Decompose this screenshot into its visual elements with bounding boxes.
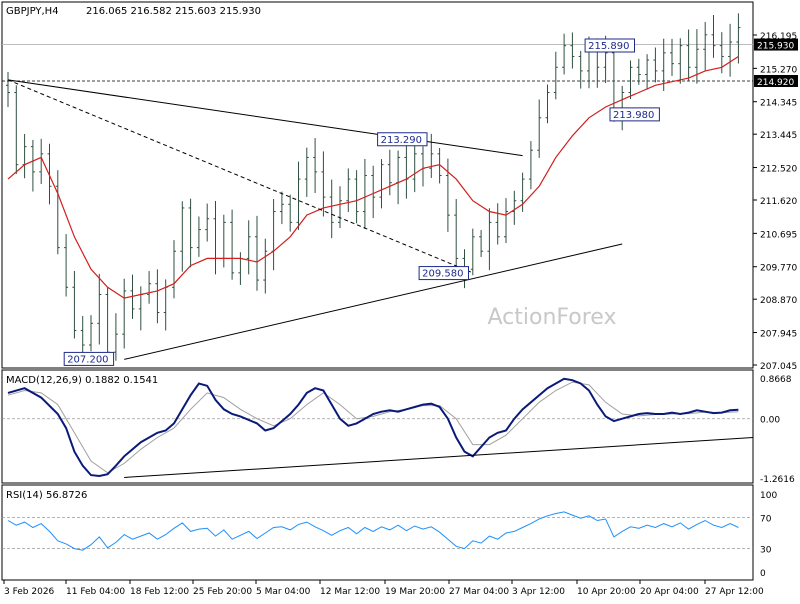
- price-tick-label: 215.270: [760, 65, 797, 75]
- macd-panel-frame: [1, 369, 754, 484]
- annotation-box: [609, 107, 660, 122]
- rsi-label: RSI(14) 56.8726: [6, 490, 87, 501]
- rsi-series: [7, 511, 739, 551]
- time-tick-label: 10 Apr 20:00: [577, 587, 636, 597]
- macd-series: [7, 377, 754, 478]
- axis-labels: 216.195 215.270 214.345 213.445 212.520 211.6…: [3, 32, 798, 597]
- rsi-panel-frame: [1, 484, 754, 581]
- price-tick-label: 211.620: [760, 197, 797, 207]
- annotation-label: 209.580: [422, 269, 463, 280]
- macd-tick-label: -1.2616: [760, 475, 795, 485]
- price-tick-label: 210.695: [760, 230, 797, 240]
- watermark: ActionForex: [488, 305, 617, 330]
- price-tick-label: 212.520: [760, 165, 797, 175]
- moving-average-line: [7, 55, 739, 299]
- macd-trendline: [124, 437, 754, 478]
- rsi-tick-label: 30: [760, 546, 772, 556]
- annotation-label: 213.290: [381, 135, 422, 146]
- panel-frames: [1, 1, 754, 581]
- price-tick-label: 208.870: [760, 296, 797, 306]
- price-annotations: 207.200 209.580 213.290 215.890 213.980: [63, 38, 660, 366]
- time-tick-label: 27 Mar 04:00: [449, 587, 509, 597]
- time-tick-label: 27 Apr 12:00: [705, 587, 764, 597]
- rsi-line: [7, 511, 739, 551]
- annotation-box: [377, 132, 428, 147]
- time-tick-label: 12 Mar 12:00: [320, 587, 380, 597]
- time-tick-label: 5 Mar 04:00: [256, 587, 311, 597]
- price-panel-frame: [1, 1, 754, 369]
- price-tick-label: 209.770: [760, 264, 797, 274]
- ohlc-values: 216.065 216.582 215.603 215.930: [86, 6, 261, 17]
- price-tick-label: 207.945: [760, 330, 797, 340]
- time-tick-label: 19 Mar 20:00: [385, 587, 445, 597]
- current-price-label: 215.930: [757, 42, 794, 52]
- annotation-label: 215.890: [588, 41, 629, 52]
- rsi-tick-label: 70: [760, 514, 772, 524]
- price-tick-label: 213.445: [760, 131, 797, 141]
- time-tick-label: 3 Apr 12:00: [512, 587, 565, 597]
- time-tick-label: 25 Feb 20:00: [193, 587, 252, 597]
- time-tick-label: 18 Feb 12:00: [130, 587, 189, 597]
- macd-line: [7, 377, 739, 478]
- time-tick-label: 11 Feb 04:00: [66, 587, 125, 597]
- rsi-tick-label: 0: [760, 569, 766, 579]
- annotation-box: [63, 351, 115, 366]
- annotation-label: 213.980: [613, 110, 654, 121]
- macd-tick-label: 0.8668: [760, 375, 792, 385]
- annotation-box: [418, 266, 470, 281]
- annotation-label: 207.200: [67, 354, 108, 365]
- time-tick-label: 3 Feb 2026: [4, 587, 55, 597]
- macd-signal-line: [7, 381, 739, 474]
- reference-price-label: 214.920: [757, 78, 794, 88]
- price-tick-label: 214.345: [760, 99, 797, 109]
- annotation-box: [584, 38, 635, 53]
- price-series: [6, 13, 741, 365]
- rsi-tick-label: 100: [760, 491, 777, 501]
- trendline-3: [124, 243, 623, 360]
- reference-price-label-box: [754, 74, 798, 87]
- price-tick-label: 216.195: [760, 32, 797, 42]
- time-tick-label: 20 Apr 04:00: [640, 587, 699, 597]
- trendline-1: [7, 79, 523, 157]
- price-tick-label: 207.045: [760, 362, 797, 372]
- macd-tick-label: 0.00: [760, 416, 780, 426]
- current-price-label-box: [754, 38, 798, 51]
- symbol-label: GBPJPY,H4: [6, 6, 59, 17]
- macd-label: MACD(12,26,9) 0.1882 0.1541: [6, 375, 158, 386]
